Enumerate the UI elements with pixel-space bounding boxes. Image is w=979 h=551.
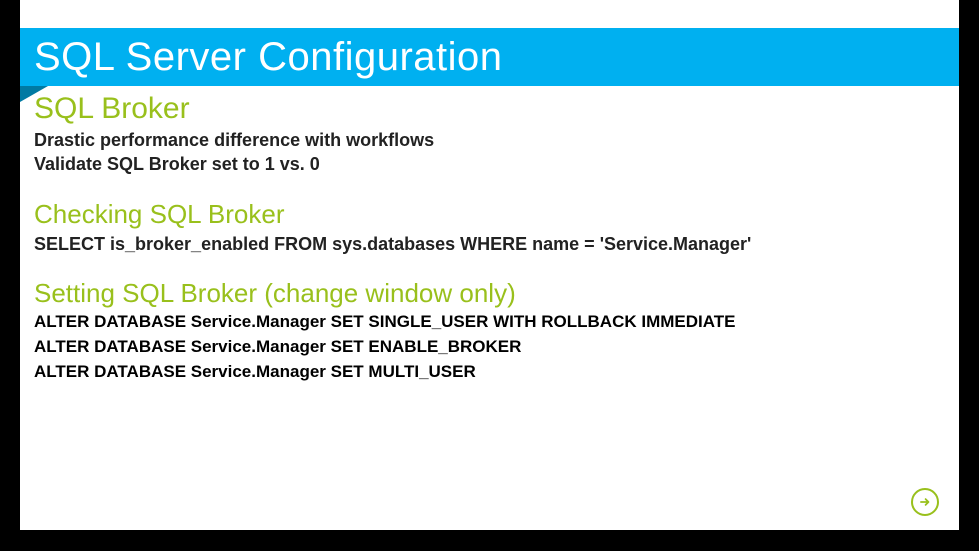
title-bar: SQL Server Configuration [20,28,959,86]
body-text: Validate SQL Broker set to 1 vs. 0 [34,152,945,176]
content-area: SQL Broker Drastic performance differenc… [34,92,945,384]
section-heading-setting: Setting SQL Broker (change window only) [34,278,945,309]
sql-statement: ALTER DATABASE Service.Manager SET MULTI… [34,361,945,384]
next-arrow-button[interactable] [911,488,939,516]
arrow-right-icon [918,495,932,509]
slide: SQL Server Configuration SQL Broker Dras… [20,0,959,530]
body-text: Drastic performance difference with work… [34,128,945,152]
sql-statement: ALTER DATABASE Service.Manager SET SINGL… [34,311,945,334]
slide-title: SQL Server Configuration [34,35,503,80]
sql-query-text: SELECT is_broker_enabled FROM sys.databa… [34,232,945,256]
section-heading-sql-broker: SQL Broker [34,92,945,126]
sql-statement: ALTER DATABASE Service.Manager SET ENABL… [34,336,945,359]
section-heading-checking: Checking SQL Broker [34,199,945,230]
